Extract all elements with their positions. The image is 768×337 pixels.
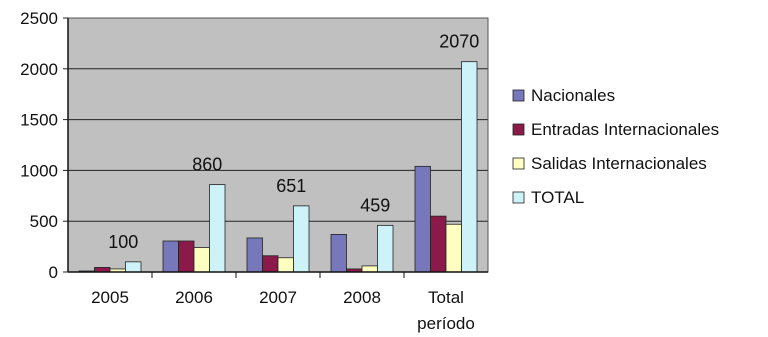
bar-nacionales [162,240,179,273]
x-tick-label: período [417,314,475,333]
bar-total [461,61,478,273]
bar-total [377,224,394,273]
data-label: 100 [108,232,138,252]
bar-salidas-internacionales [361,265,378,273]
x-tick-label: 2008 [343,288,381,307]
legend-swatch [512,157,525,170]
y-tick-label: 1000 [20,161,58,180]
bar-total [293,205,310,273]
bar-entradas-internacionales [430,215,447,273]
y-tick-label: 2500 [20,9,58,28]
bars [78,61,478,273]
y-tick-label: 2000 [20,60,58,79]
bar-nacionales [330,234,347,273]
bar-salidas-internacionales [193,247,210,273]
bar-salidas-internacionales [445,223,462,273]
bar-entradas-internacionales [262,255,279,273]
y-axis-ticks: 0 500 1000 1500 2000 2500 [20,9,68,282]
legend-label: Salidas Internacionales [531,154,707,173]
legend-swatch [512,89,525,102]
x-axis-ticks: 2005 2006 2007 2008 Total período [91,272,475,333]
legend-swatch [512,123,525,136]
data-label: 2070 [439,32,479,52]
x-tick-label: 2005 [91,288,129,307]
data-label: 860 [192,155,222,175]
bar-total [209,184,226,273]
bar-nacionales [414,165,431,273]
axes [67,17,489,273]
bar-entradas-internacionales [178,240,195,273]
y-tick-label: 0 [49,263,58,282]
legend-swatch [512,191,525,204]
bar-total [125,261,142,273]
x-tick-label: 2007 [259,288,297,307]
legend-label: Nacionales [531,86,615,105]
bar-salidas-internacionales [277,257,294,273]
data-label: 651 [276,176,306,196]
legend: Nacionales Entradas Internacionales Salida… [512,86,719,207]
bar-nacionales [246,237,263,273]
y-tick-label: 500 [30,212,58,231]
x-tick-label: Total [428,288,464,307]
legend-label: Entradas Internacionales [531,120,719,139]
y-tick-label: 1500 [20,111,58,130]
legend-label: TOTAL [531,188,584,207]
data-label: 459 [360,195,390,215]
data-labels: 100 860 651 459 2070 [108,32,479,252]
x-tick-label: 2006 [175,288,213,307]
